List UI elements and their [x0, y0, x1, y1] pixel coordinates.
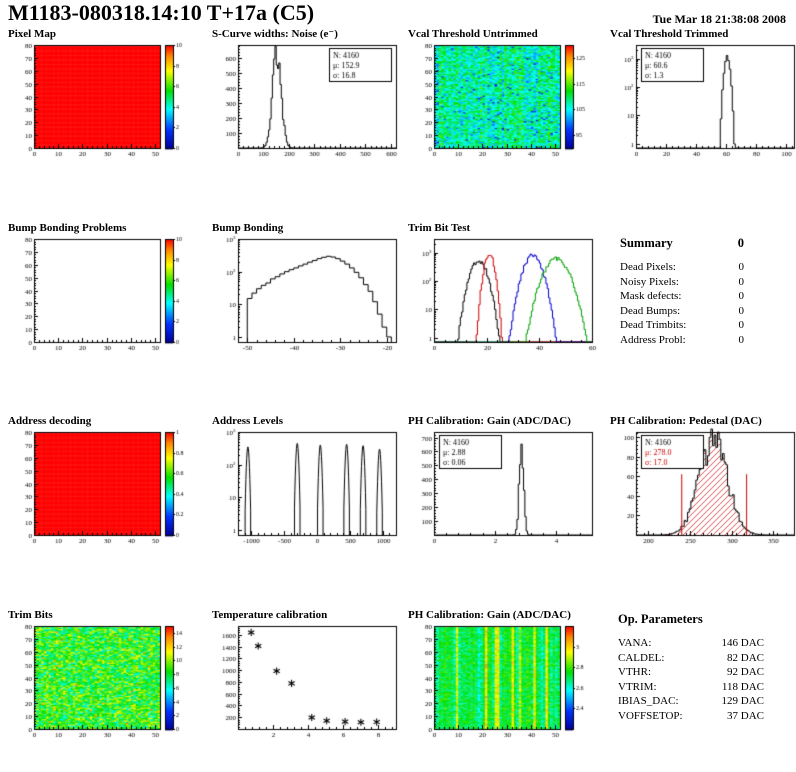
scurve-noise-chart — [212, 41, 404, 163]
summary-row-label: Dead Bumps: — [620, 304, 681, 317]
panel-temperature-calibration: Temperature calibration — [212, 609, 406, 744]
summary-row: Dead Trimbits: 0 — [620, 318, 744, 333]
chart-title-ph-pedestal: PH Calibration: Pedestal (DAC) — [610, 415, 762, 427]
op-parameter-label: CALDEL: — [618, 651, 665, 664]
summary-row-value: 0 — [738, 319, 745, 331]
panel-address-decoding: Address decoding — [8, 415, 202, 550]
chart-title-address-decoding: Address decoding — [8, 415, 92, 427]
op-parameter-row: CALDEL: 82 DAC — [618, 651, 764, 666]
summary-row: Dead Pixels: 0 — [620, 260, 744, 275]
summary-panel: Summary 0 Dead Pixels: 0 Noisy Pixels: 0 M… — [620, 236, 744, 347]
chart-title-vcal-untrimmed: Vcal Threshold Untrimmed — [408, 28, 538, 40]
panel-address-levels: Address Levels — [212, 415, 406, 550]
op-parameter-label: IBIAS_DAC: — [618, 695, 679, 707]
op-parameter-label: VANA: — [618, 637, 652, 649]
address-levels-chart — [212, 428, 404, 550]
summary-row: Address Probl: 0 — [620, 333, 744, 348]
panel-pixel-map: Pixel Map — [8, 28, 202, 163]
ph-pedestal-chart — [610, 428, 796, 550]
summary-row-label: Mask defects: — [620, 290, 682, 302]
chart-title-trim-bit-test: Trim Bit Test — [408, 222, 471, 234]
summary-row-value: 0 — [738, 261, 745, 273]
chart-title-pixel-map: Pixel Map — [8, 28, 56, 40]
summary-row-label: Dead Trimbits: — [620, 319, 687, 331]
op-parameter-row: VTRIM: 118 DAC — [618, 680, 764, 695]
chart-title-bump-bonding: Bump Bonding — [212, 222, 284, 234]
panel-vcal-untrimmed: Vcal Threshold Untrimmed — [408, 28, 602, 163]
bump-bonding-problems-chart — [8, 235, 200, 357]
op-parameter-label: VOFFSETOP: — [618, 709, 683, 722]
summary-row-label: Address Probl: — [620, 333, 686, 346]
address-decoding-chart — [8, 428, 200, 550]
chart-title-temperature: Temperature calibration — [212, 609, 328, 621]
chart-title-address-levels: Address Levels — [212, 415, 283, 427]
ph-gain-hist-chart — [408, 428, 600, 550]
chart-title-ph-gain-hist: PH Calibration: Gain (ADC/DAC) — [408, 415, 571, 427]
trim-bit-test-chart — [408, 235, 600, 357]
panel-scurve-noise: S-Curve widths: Noise (e⁻) — [212, 28, 406, 163]
summary-row-label: Noisy Pixels: — [620, 275, 679, 288]
panel-trim-bits-map: Trim Bits — [8, 609, 202, 744]
chart-title-bump-problems: Bump Bonding Problems — [8, 222, 127, 234]
summary-row-value: 0 — [738, 333, 745, 346]
vcal-untrimmed-chart — [408, 41, 600, 163]
summary-row: Mask defects: 0 — [620, 289, 744, 304]
bump-bonding-chart — [212, 235, 404, 357]
pixel-map-chart — [8, 41, 200, 163]
op-parameter-label: VTHR: — [618, 666, 651, 678]
summary-row: Noisy Pixels: 0 — [620, 275, 744, 290]
panel-vcal-trimmed: Vcal Threshold Trimmed — [610, 28, 796, 163]
op-parameter-value: 118 DAC — [721, 680, 764, 693]
panel-trim-bit-test: Trim Bit Test — [408, 222, 602, 357]
summary-row-label: Dead Pixels: — [620, 261, 676, 273]
summary-row-value: 0 — [738, 290, 745, 302]
op-parameter-row: VTHR: 92 DAC — [618, 665, 764, 680]
trim-bits-map-chart — [8, 622, 200, 744]
vcal-trimmed-chart — [610, 41, 796, 163]
op-parameter-value: 146 DAC — [721, 637, 764, 649]
ph-gain-map-chart — [408, 622, 600, 744]
page-title: M1183-080318.14:10 T+17a (C5) — [8, 0, 315, 25]
page-date: Tue Mar 18 21:38:08 2008 — [652, 12, 786, 26]
summary-row-value: 0 — [738, 275, 745, 288]
summary-total: 0 — [737, 236, 744, 250]
summary-title: Summary — [620, 236, 673, 250]
panel-bump-bonding: Bump Bonding — [212, 222, 406, 357]
op-parameter-value: 82 DAC — [727, 651, 764, 664]
panel-ph-gain-hist: PH Calibration: Gain (ADC/DAC) — [408, 415, 602, 550]
op-parameter-row: IBIAS_DAC: 129 DAC — [618, 694, 764, 709]
chart-title-scurve-noise: S-Curve widths: Noise (e⁻) — [212, 28, 338, 40]
summary-row-value: 0 — [738, 304, 745, 317]
op-parameter-value: 129 DAC — [721, 695, 764, 707]
chart-title-ph-gain-map: PH Calibration: Gain (ADC/DAC) — [408, 609, 571, 621]
chart-title-vcal-trimmed: Vcal Threshold Trimmed — [610, 28, 729, 40]
summary-row: Dead Bumps: 0 — [620, 304, 744, 319]
panel-bump-bonding-problems: Bump Bonding Problems — [8, 222, 202, 357]
op-parameter-value: 37 DAC — [727, 709, 764, 722]
op-parameter-row: VANA: 146 DAC — [618, 636, 764, 651]
panel-ph-pedestal: PH Calibration: Pedestal (DAC) — [610, 415, 796, 550]
op-parameters-title: Op. Parameters — [618, 612, 703, 626]
panel-ph-gain-map: PH Calibration: Gain (ADC/DAC) — [408, 609, 602, 744]
chart-title-trim-bits: Trim Bits — [8, 609, 53, 621]
op-parameter-value: 92 DAC — [727, 666, 764, 678]
temperature-calibration-chart — [212, 622, 404, 744]
op-parameter-row: VOFFSETOP: 37 DAC — [618, 709, 764, 724]
op-parameters-panel: Op. Parameters VANA: 146 DAC CALDEL: 82 DA… — [618, 612, 764, 723]
op-parameter-label: VTRIM: — [618, 680, 657, 693]
